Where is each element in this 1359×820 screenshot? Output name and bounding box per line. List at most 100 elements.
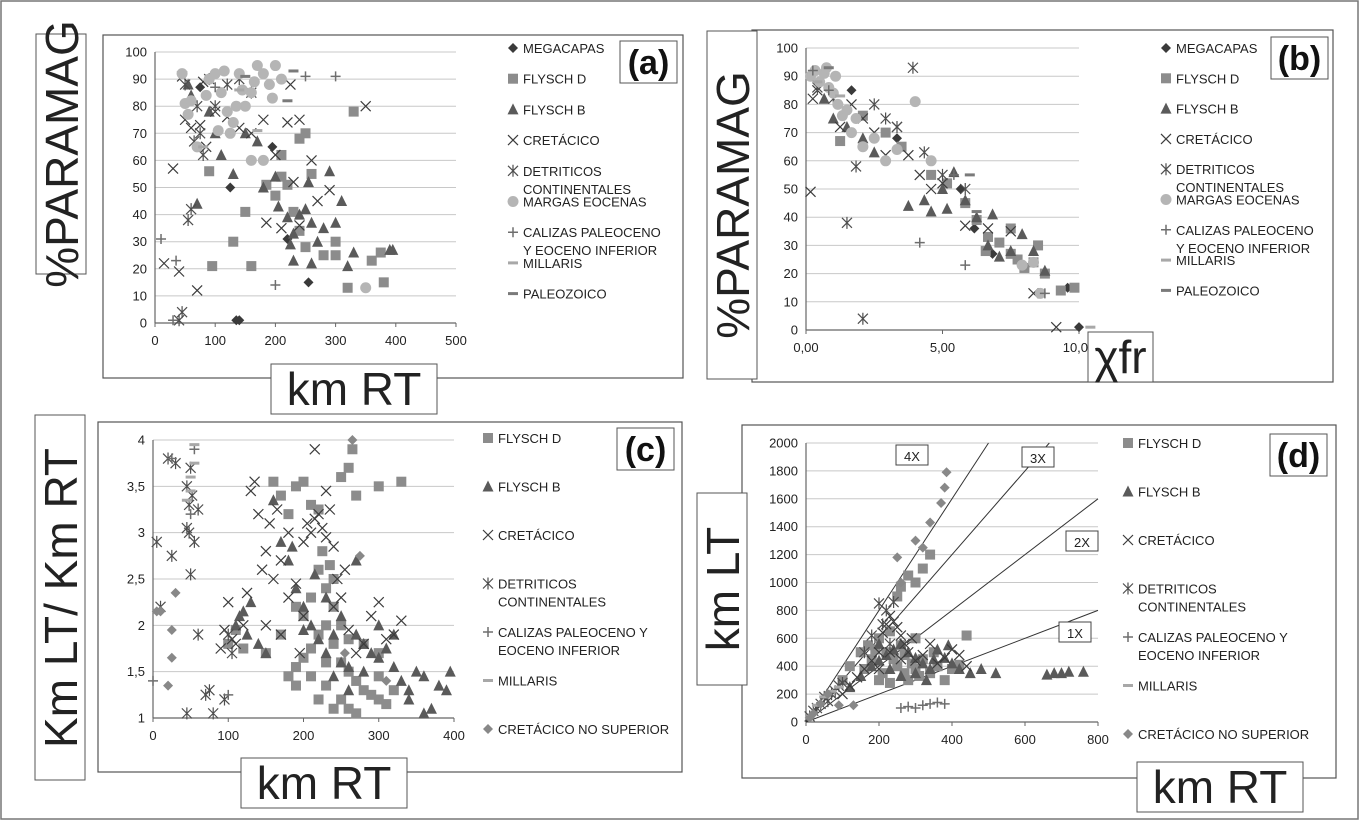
data-point (222, 628, 234, 641)
panel-a: 0 10 20 30 40 50 60 70 80 90 100 0 100 200 300 400 500 M… (35, 20, 684, 415)
data-point (395, 615, 407, 627)
data-point (846, 85, 857, 96)
x-tick-label: 0 (149, 728, 156, 743)
data-point (844, 680, 856, 692)
data-point (857, 312, 869, 325)
data-point (283, 592, 294, 603)
x-tick-label: 0 (802, 732, 809, 747)
data-point (902, 149, 914, 161)
data-point (381, 675, 392, 686)
panel-a-ylabel: %PARAMAG (36, 20, 88, 288)
data-point (330, 216, 342, 228)
y-tick-label: 50 (784, 182, 798, 197)
data-point (358, 638, 370, 650)
data-point (373, 619, 385, 631)
data-point (366, 255, 377, 266)
data-point (246, 261, 257, 272)
data-point (298, 610, 309, 622)
data-point (1028, 245, 1039, 257)
data-point (148, 675, 158, 686)
y-tick-label: 600 (776, 631, 798, 646)
data-point (350, 647, 362, 659)
data-point (805, 186, 816, 198)
data-point (158, 257, 170, 269)
data-point (288, 69, 299, 73)
data-point (306, 154, 317, 166)
legend-marker-flysch-d (1161, 73, 1171, 84)
legend-marker-margas-eocenas (507, 196, 519, 207)
data-point (903, 570, 914, 581)
data-point (267, 494, 279, 506)
data-point (328, 601, 340, 613)
data-point (833, 700, 844, 711)
data-point (939, 698, 950, 709)
legend-marker-cretacico (1122, 534, 1134, 546)
data-point (192, 628, 204, 641)
data-point (924, 662, 936, 674)
data-point (868, 146, 880, 158)
y-tick-label: 80 (133, 99, 147, 114)
data-point (215, 148, 227, 160)
data-point (941, 467, 952, 478)
data-point (330, 71, 341, 82)
data-point (835, 136, 846, 147)
data-point (305, 619, 317, 631)
data-point (866, 660, 878, 672)
legend-marker-megacapas (1161, 43, 1171, 53)
data-point (328, 541, 340, 552)
legend-marker-millaris (1161, 258, 1171, 262)
data-point (953, 649, 965, 661)
data-point (937, 177, 948, 189)
data-point (863, 640, 874, 651)
data-point (227, 167, 239, 179)
panel-b-tag-box (1270, 36, 1329, 80)
data-point (237, 619, 249, 631)
data-point (1069, 282, 1080, 293)
legend-label-millaris: MILLARIS (1176, 253, 1236, 268)
x-tick-label: 0,00 (793, 340, 818, 355)
data-point (269, 149, 281, 161)
data-point (313, 508, 324, 520)
data-point (166, 624, 177, 635)
data-point (306, 592, 317, 603)
x-tick-label: 300 (325, 333, 347, 348)
y-tick-label: 1400 (769, 519, 798, 534)
data-point (1005, 225, 1017, 237)
x-tick-label: 800 (1087, 732, 1109, 747)
data-point (321, 583, 332, 594)
data-point (260, 647, 272, 659)
data-point (343, 684, 355, 696)
data-point (282, 554, 294, 566)
data-point (980, 246, 991, 257)
panel-a-tag-box (619, 40, 678, 84)
data-point (266, 92, 278, 104)
data-point (855, 647, 866, 658)
data-point (189, 443, 200, 447)
data-point (381, 699, 392, 710)
panel-c-tag-box (616, 427, 675, 471)
data-point (891, 144, 903, 156)
data-point (298, 476, 309, 487)
series-cretacico (215, 443, 407, 659)
y-tick-label: 70 (133, 126, 147, 141)
series-millaris (198, 88, 263, 149)
data-point (347, 444, 358, 455)
data-point (964, 667, 976, 679)
legend-label-millaris: MILLARIS (1138, 679, 1198, 694)
data-point (868, 132, 880, 144)
data-point (324, 504, 336, 515)
data-point (961, 630, 972, 641)
data-point (166, 652, 177, 663)
data-point (891, 621, 903, 633)
data-point (317, 546, 328, 557)
y-tick-label: 4 (138, 433, 145, 448)
legend-marker-calizas-paleoceno-y-eoceno-inferior (483, 627, 493, 637)
data-point (931, 643, 943, 655)
legend-label-detriticos-continentales: DETRITICOS (523, 164, 602, 179)
data-point (902, 199, 914, 211)
legend-label-megacapas: MEGACAPAS (523, 41, 605, 56)
data-point (936, 497, 947, 508)
panel-d-xlabel: km RT (1153, 761, 1288, 813)
data-point (173, 314, 185, 327)
